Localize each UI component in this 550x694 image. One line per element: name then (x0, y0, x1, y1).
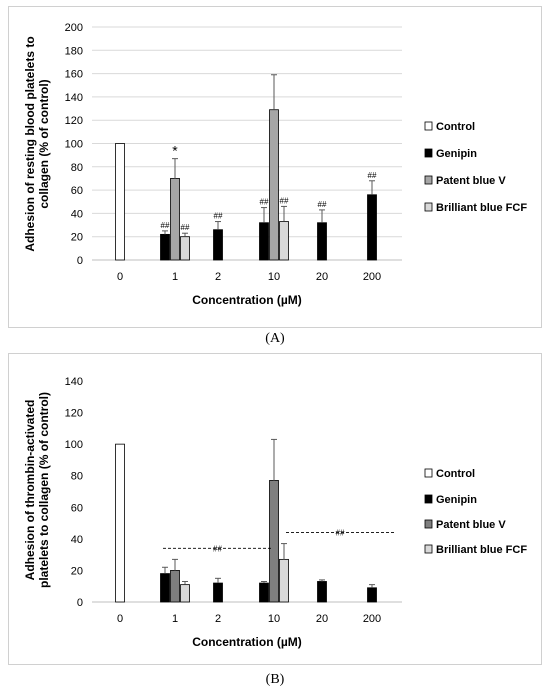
y-tick-label: 80 (71, 471, 83, 483)
y-tick-label: 40 (71, 208, 83, 220)
x-tick-label: 10 (268, 271, 280, 283)
y-axis-title: Adhesion of resting blood platelets to (23, 36, 37, 251)
legend-label: Patent blue V (436, 175, 506, 187)
significance-label: ## (318, 200, 327, 209)
y-tick-label: 60 (71, 502, 83, 514)
legend-label: Brilliant blue FCF (436, 202, 527, 214)
bar-brilliant-blue-fcf (279, 221, 289, 261)
bar-genipin (367, 194, 377, 261)
legend-swatch-genipin (424, 148, 433, 158)
x-tick-label: 1 (172, 613, 178, 625)
x-tick-label: 2 (215, 271, 221, 283)
x-tick-label: 200 (363, 271, 381, 283)
legend-label: Genipin (436, 494, 477, 506)
y-tick-label: 180 (65, 45, 83, 57)
significance-label: ## (181, 223, 190, 232)
legend-label: Control (436, 468, 475, 480)
legend-label: Patent blue V (436, 519, 506, 531)
bar-brilliant-blue-fcf (180, 236, 190, 261)
x-tick-label: 0 (117, 271, 123, 283)
bar-genipin (213, 582, 223, 603)
chart-panel-0: 0 20 40 60 80 100 120 140 160 180 200 0 1 2 10 20 200 Con… (23, 22, 527, 307)
y-axis-title: platelets to collagen (% of control) (37, 392, 51, 588)
significance-label: ## (161, 221, 170, 230)
bar-control (115, 143, 125, 261)
bar-brilliant-blue-fcf (180, 584, 190, 603)
y-tick-label: 140 (65, 376, 83, 388)
bar-control (115, 443, 125, 603)
y-tick-label: 0 (77, 597, 83, 609)
bar-patent-blue-v (170, 178, 180, 261)
y-tick-label: 60 (71, 185, 83, 197)
bar-brilliant-blue-fcf (279, 558, 289, 603)
legend-swatch-genipin (424, 494, 433, 504)
legend-swatch-control (424, 121, 433, 131)
legend-label: Brilliant blue FCF (436, 544, 527, 556)
y-tick-label: 40 (71, 534, 83, 546)
y-tick-label: 120 (65, 115, 83, 127)
bar-genipin (259, 582, 269, 603)
panel-a-label: (A) (265, 331, 285, 346)
x-tick-label: 2 (215, 613, 221, 625)
y-tick-label: 120 (65, 408, 83, 420)
bar-genipin (367, 587, 377, 603)
y-tick-label: 0 (77, 255, 83, 267)
legend-swatch-brilliant-blue-fcf (424, 544, 433, 554)
bar-genipin (213, 229, 223, 261)
bar-genipin (259, 222, 269, 261)
y-tick-label: 100 (65, 139, 83, 151)
x-tick-label: 10 (268, 613, 280, 625)
x-tick-label: 20 (316, 613, 328, 625)
y-tick-label: 140 (65, 92, 83, 104)
legend-swatch-control (424, 468, 433, 478)
bracket-label: ## (336, 529, 345, 538)
bar-genipin (160, 233, 170, 261)
x-axis-title: Concentration (µM) (192, 635, 302, 649)
x-tick-label: 20 (316, 271, 328, 283)
legend-label: Genipin (436, 148, 477, 160)
y-axis-title: collagen (% of control) (37, 79, 51, 208)
y-tick-label: 200 (65, 22, 83, 34)
legend-swatch-patent-blue-v (424, 519, 433, 529)
chart-panel-1: 0 20 40 60 80 100 120 140 0 1 2 10 20 200 Concentratio… (23, 376, 527, 649)
x-tick-label: 200 (363, 613, 381, 625)
significance-label: ## (260, 198, 269, 207)
bar-patent-blue-v (269, 480, 279, 603)
panel-b-label: (B) (265, 672, 285, 687)
x-tick-label: 1 (172, 271, 178, 283)
significance-label: ## (214, 212, 223, 221)
significance-label: * (172, 143, 178, 159)
y-axis-title: Adhesion of thrombin-activated (23, 400, 37, 581)
y-tick-label: 20 (71, 565, 83, 577)
legend-label: Control (436, 121, 475, 133)
bar-genipin (317, 581, 327, 603)
significance-label: ## (280, 196, 289, 205)
y-tick-label: 160 (65, 69, 83, 81)
x-tick-label: 0 (117, 613, 123, 625)
bracket-label: ## (213, 544, 222, 553)
bar-genipin (160, 573, 170, 603)
significance-label: ## (368, 171, 377, 180)
bar-genipin (317, 222, 327, 261)
y-tick-label: 20 (71, 232, 83, 244)
legend-swatch-brilliant-blue-fcf (424, 202, 433, 212)
bar-patent-blue-v (170, 570, 180, 603)
y-tick-label: 100 (65, 439, 83, 451)
legend-swatch-patent-blue-v (424, 175, 433, 185)
x-axis-title: Concentration (µM) (192, 293, 302, 307)
bar-patent-blue-v (269, 109, 279, 261)
y-tick-label: 80 (71, 162, 83, 174)
